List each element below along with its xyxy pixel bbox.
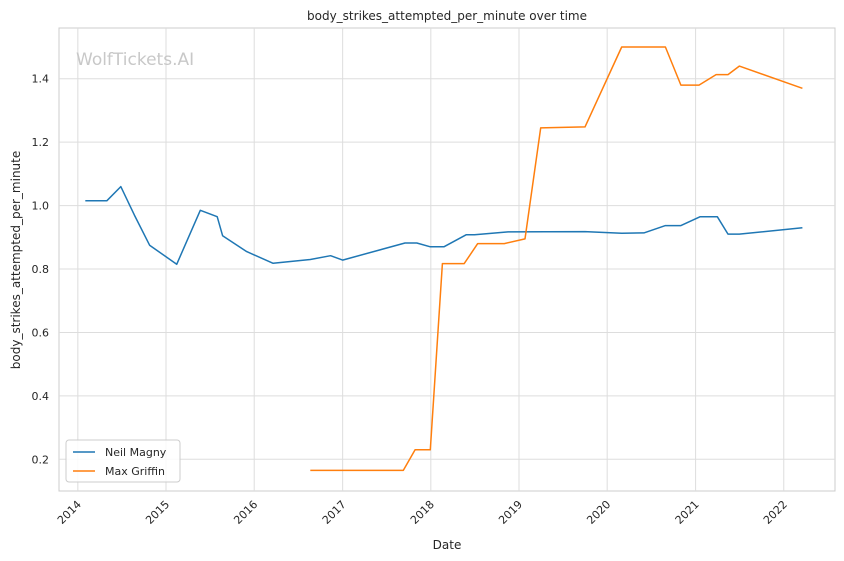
y-axis-ticks: 0.2 0.4 0.6 0.8 1.0 1.2 1.4 — [32, 73, 50, 467]
y-tick-label: 0.8 — [32, 263, 50, 276]
plot-area: WolfTickets.AI — [58, 27, 836, 492]
x-tick-label: 2022 — [761, 498, 790, 527]
grid-lines — [59, 28, 835, 491]
series-line-max-griffin — [310, 46, 803, 472]
y-axis-title: body_strikes_attempted_per_minute — [9, 151, 23, 369]
x-tick-label: 2021 — [673, 498, 702, 527]
y-tick-label: 1.2 — [32, 136, 50, 149]
y-tick-label: 0.4 — [32, 390, 50, 403]
y-tick-label: 1.0 — [32, 200, 50, 213]
chart-title: body_strikes_attempted_per_minute over t… — [307, 9, 587, 23]
plot-frame — [58, 27, 836, 492]
x-axis-title: Date — [433, 538, 462, 552]
x-tick-label: 2017 — [320, 498, 349, 527]
x-tick-label: 2020 — [584, 498, 613, 527]
series-line-neil-magny — [85, 185, 803, 266]
series-layer — [85, 46, 803, 472]
x-axis-ticks: 2014 2015 2016 2017 2018 2019 2020 2021 2022 — [55, 498, 790, 527]
legend-label-neil-magny: Neil Magny — [105, 446, 167, 459]
x-tick-label: 2019 — [496, 498, 525, 527]
x-tick-label: 2016 — [231, 498, 260, 527]
y-tick-label: 0.6 — [32, 326, 50, 339]
x-tick-label: 2014 — [55, 498, 84, 527]
y-tick-label: 0.2 — [32, 453, 50, 466]
y-tick-label: 1.4 — [32, 73, 50, 86]
legend: Neil Magny Max Griffin — [65, 439, 181, 483]
legend-label-max-griffin: Max Griffin — [105, 465, 165, 478]
x-tick-label: 2015 — [143, 498, 172, 527]
watermark: WolfTickets.AI — [76, 50, 194, 70]
x-tick-label: 2018 — [408, 498, 437, 527]
